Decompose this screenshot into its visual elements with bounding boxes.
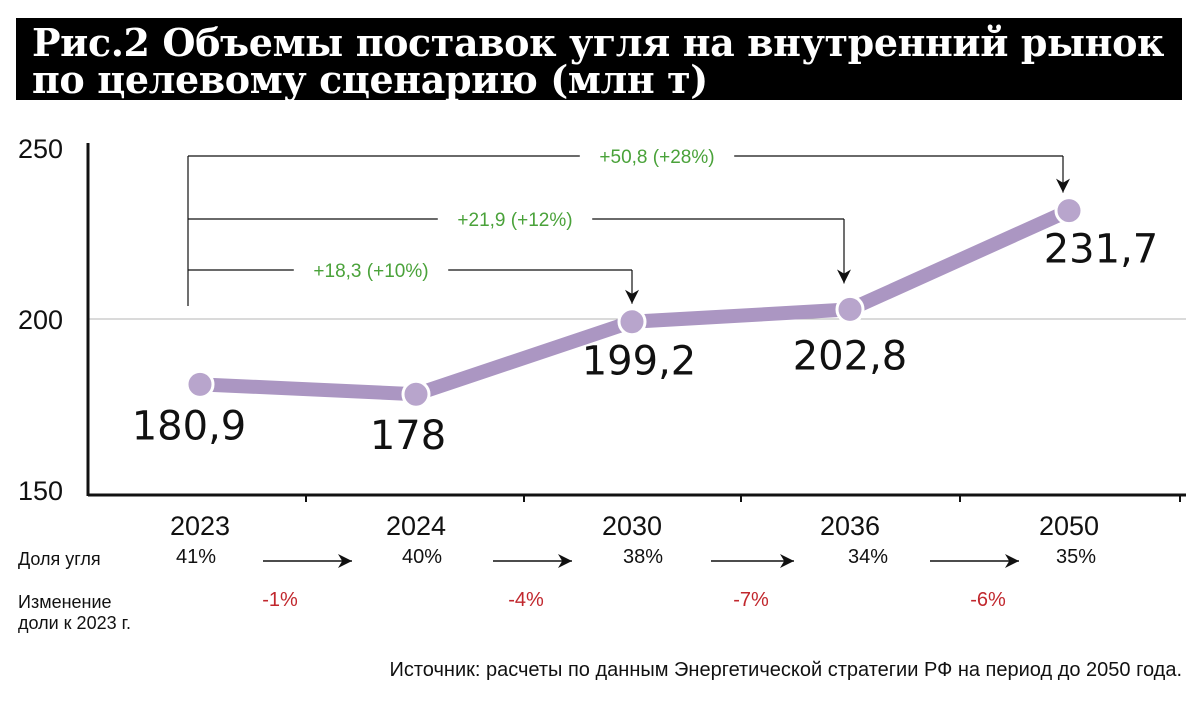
share-value-2024: 40% — [401, 546, 443, 568]
chart-title-line-2: по целевому сценарию (млн т) — [32, 57, 708, 102]
x-tick-label-2024: 2024 — [386, 511, 446, 541]
change-value-2030: -4% — [508, 589, 544, 611]
bracket-label: +21,9 (+12%) — [457, 210, 572, 231]
data-point-2030 — [617, 307, 647, 337]
x-tick-label-2036: 2036 — [820, 511, 880, 541]
change-value-2050: -6% — [970, 589, 1006, 611]
value-label-2030: 199,2 — [582, 339, 697, 385]
data-point-2036 — [835, 294, 865, 324]
bracket-label: +18,3 (+10%) — [313, 261, 428, 282]
share-value-2030: 38% — [622, 546, 664, 568]
x-tick-label-2030: 2030 — [602, 511, 662, 541]
y-tick-label-200: 200 — [18, 305, 63, 335]
share-value-2023: 41% — [175, 546, 217, 568]
y-tick-label-150: 150 — [18, 476, 63, 506]
bracket-label: +50,8 (+28%) — [599, 147, 714, 168]
share-value-2036: 34% — [847, 546, 889, 568]
share-row-label: Доля угля — [18, 549, 101, 569]
source-note: Источник: расчеты по данным Энергетическ… — [389, 659, 1182, 681]
chart-title: Рис.2 Объемы поставок угля на внутренний… — [16, 18, 1182, 100]
value-label-2050: 231,7 — [1044, 227, 1159, 273]
chart-title-line-1: Рис.2 Объемы поставок угля на внутренний… — [32, 20, 1165, 65]
x-tick-label-2050: 2050 — [1039, 511, 1099, 541]
y-tick-label-250: 250 — [18, 134, 63, 164]
change-row-label-line-1: Изменение — [18, 592, 112, 612]
data-point-2023 — [185, 369, 215, 399]
change-value-2036: -7% — [733, 589, 769, 611]
share-value-2050: 35% — [1055, 546, 1097, 568]
change-value-2024: -1% — [262, 589, 298, 611]
value-label-2024: 178 — [370, 413, 446, 459]
change-row-label-line-2: доли к 2023 г. — [18, 613, 131, 633]
x-tick-label-2023: 2023 — [170, 511, 230, 541]
data-point-2024 — [401, 379, 431, 409]
value-label-2023: 180,9 — [132, 403, 247, 449]
data-point-2050 — [1054, 196, 1084, 226]
value-label-2036: 202,8 — [793, 333, 908, 379]
